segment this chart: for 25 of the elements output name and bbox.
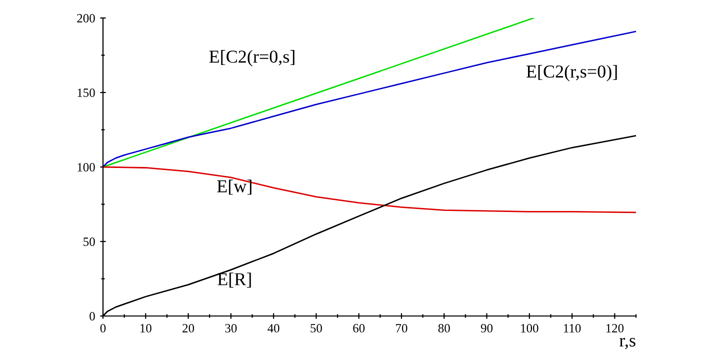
y-tick-label: 150 bbox=[78, 88, 95, 97]
x-tick-label: 60 bbox=[353, 324, 365, 332]
x-tick-label: 10 bbox=[140, 324, 152, 332]
x-tick-label: 90 bbox=[480, 324, 493, 332]
x-tick-label: 120 bbox=[606, 324, 624, 332]
x-tick-label: 0 bbox=[100, 324, 106, 332]
x-tick-label: 80 bbox=[438, 324, 450, 332]
x-tick-label: 40 bbox=[268, 324, 280, 332]
series-label: E[C2(r=0,s] bbox=[209, 50, 294, 66]
x-tick-label: 100 bbox=[521, 324, 538, 332]
line-series bbox=[103, 166, 636, 214]
line-series bbox=[103, 30, 636, 168]
x-tick-label: 30 bbox=[225, 324, 237, 332]
x-axis-title: r,s bbox=[620, 338, 636, 350]
x-tick-label: 50 bbox=[310, 324, 322, 332]
x-tick-label: 70 bbox=[396, 324, 408, 332]
series-label: E[R] bbox=[218, 272, 251, 288]
series-label: E[C2(r,s=0)] bbox=[526, 64, 617, 82]
x-tick-label: 110 bbox=[564, 324, 581, 332]
y-tick-label: 200 bbox=[77, 14, 95, 22]
y-tick-label: 0 bbox=[90, 312, 95, 320]
x-tick-label: 20 bbox=[182, 324, 194, 332]
series-label: E[w] bbox=[217, 180, 252, 195]
y-tick-label: 50 bbox=[84, 238, 95, 246]
y-tick-label: 100 bbox=[78, 163, 95, 172]
